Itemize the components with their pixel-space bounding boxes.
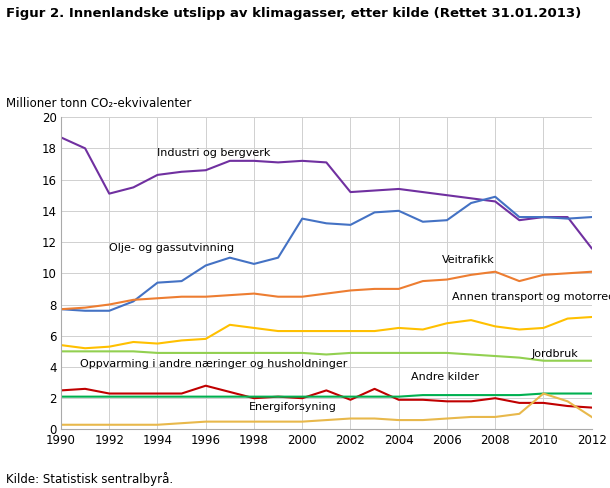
Text: Oppvarming i andre næringer og husholdninger: Oppvarming i andre næringer og husholdni… (81, 359, 348, 369)
Text: Kilde: Statistisk sentralbyrå.: Kilde: Statistisk sentralbyrå. (6, 471, 173, 486)
Text: Industri og bergverk: Industri og bergverk (157, 148, 271, 158)
Text: Jordbruk: Jordbruk (531, 349, 578, 359)
Text: Annen transport og motorredskaper: Annen transport og motorredskaper (452, 292, 610, 302)
Text: Millioner tonn CO₂-ekvivalenter: Millioner tonn CO₂-ekvivalenter (6, 97, 192, 110)
Text: Figur 2. Innenlandske utslipp av klimagasser, etter kilde (Rettet 31.01.2013): Figur 2. Innenlandske utslipp av klimaga… (6, 7, 581, 20)
Text: Olje- og gassutvinning: Olje- og gassutvinning (109, 243, 234, 253)
Text: Energiforsyning: Energiforsyning (249, 402, 337, 412)
Text: Veitrafikk: Veitrafikk (442, 255, 495, 264)
Text: Andre kilder: Andre kilder (411, 372, 479, 382)
